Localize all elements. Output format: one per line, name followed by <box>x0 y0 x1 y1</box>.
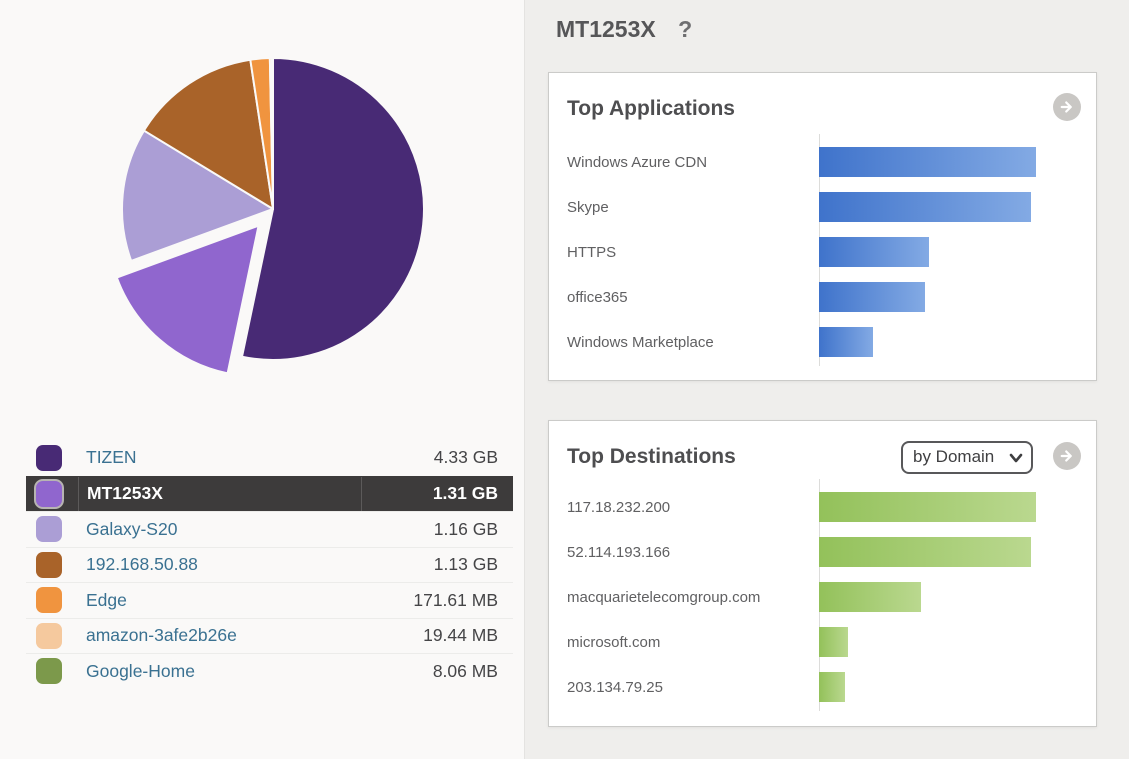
destination-bar-row-microsoft-com: microsoft.com <box>567 627 1078 657</box>
destinations-filter-wrap: by Domain <box>901 441 1033 474</box>
arrow-right-icon <box>1060 101 1072 113</box>
destination-bar-row-macquarietelecomgroup-com: macquarietelecomgroup.com <box>567 582 1078 612</box>
destinations-filter-select[interactable]: by Domain <box>901 441 1033 474</box>
client-traffic-value: 1.16 GB <box>433 518 498 539</box>
destination-bar[interactable] <box>819 492 1036 522</box>
destination-label: 203.134.79.25 <box>567 678 663 696</box>
application-label: Windows Azure CDN <box>567 153 708 171</box>
legend-row-galaxy-s20[interactable]: Galaxy-S20 1.16 GB <box>26 511 513 547</box>
legend-row-tizen[interactable]: TIZEN 4.33 GB <box>26 440 513 476</box>
top-destinations-title: Top Destinations <box>567 445 736 468</box>
help-icon[interactable]: ? <box>678 16 693 42</box>
destination-label: 117.18.232.200 <box>567 498 671 516</box>
pie-slice-mt1253x[interactable] <box>115 224 260 375</box>
legend-color-swatch <box>36 516 62 543</box>
destination-label: microsoft.com <box>567 633 661 651</box>
top-destinations-more-button[interactable] <box>1053 442 1081 470</box>
client-detail-panel: MT1253X ? Top Applications Windows Azure… <box>526 0 1129 759</box>
client-traffic-value: 4.33 GB <box>433 447 498 468</box>
clients-legend-list: TIZEN 4.33 GB MT1253X 1.31 GB Galaxy-S20 1.16… <box>26 440 513 689</box>
legend-color-swatch <box>36 444 62 471</box>
legend-color-swatch <box>36 551 62 578</box>
traffic-overview-panel: TIZEN 4.33 GB MT1253X 1.31 GB Galaxy-S20 1.16… <box>0 0 525 759</box>
legend-row-192-168-50-88[interactable]: 192.168.50.88 1.13 GB <box>26 546 513 583</box>
detail-header: MT1253X ? <box>556 16 692 43</box>
client-name-link[interactable]: amazon-3afe2b26e <box>86 625 237 646</box>
application-bar[interactable] <box>819 327 873 357</box>
destination-label: 52.114.193.166 <box>567 543 671 561</box>
application-bar-row-windows-marketplace: Windows Marketplace <box>567 327 1078 357</box>
top-applications-chart: Windows Azure CDN Skype HTTPS office365 Wind… <box>567 134 1078 372</box>
legend-row-amazon-3afe2b26e[interactable]: amazon-3afe2b26e 19.44 MB <box>26 617 513 654</box>
application-bar-row-office365: office365 <box>567 282 1078 312</box>
client-name-link[interactable]: Galaxy-S20 <box>86 518 178 539</box>
client-name-link[interactable]: Edge <box>86 589 127 610</box>
legend-swatch-cell <box>26 583 78 618</box>
client-name-link[interactable]: MT1253X <box>78 476 361 511</box>
destination-bar[interactable] <box>819 627 849 657</box>
destination-bar-row-52-114-193-166: 52.114.193.166 <box>567 537 1078 567</box>
client-traffic-value: 19.44 MB <box>423 625 498 646</box>
client-traffic-value: 1.13 GB <box>433 554 498 575</box>
client-traffic-value: 8.06 MB <box>432 660 498 681</box>
legend-swatch-cell <box>26 477 78 512</box>
legend-color-swatch <box>36 480 62 507</box>
legend-row-google-home[interactable]: Google-Home 8.06 MB <box>26 653 513 689</box>
legend-swatch-cell <box>26 440 78 476</box>
legend-swatch-cell <box>26 619 78 654</box>
application-bar[interactable] <box>819 192 1031 222</box>
legend-row-mt1253x[interactable]: MT1253X 1.31 GB <box>26 475 513 512</box>
page-title: MT1253X <box>556 16 656 42</box>
legend-swatch-cell <box>26 548 78 583</box>
application-bar-row-https: HTTPS <box>567 237 1078 267</box>
destination-bar-row-117-18-232-200: 117.18.232.200 <box>567 492 1078 522</box>
top-destinations-card: Top Destinations by Domain 117.18.232.20… <box>548 420 1097 727</box>
client-traffic-value: 1.31 GB <box>361 476 513 511</box>
legend-row-edge[interactable]: Edge 171.61 MB <box>26 582 513 618</box>
legend-color-swatch <box>36 658 62 685</box>
application-label: Skype <box>567 198 609 216</box>
client-name-link[interactable]: 192.168.50.88 <box>86 554 198 575</box>
destination-bar[interactable] <box>819 537 1031 567</box>
application-bar[interactable] <box>819 282 925 312</box>
top-destinations-chart: 117.18.232.200 52.114.193.166 macquarietel… <box>567 479 1078 717</box>
pie-slice-192-168-50-88[interactable] <box>142 58 274 210</box>
application-label: office365 <box>567 288 628 306</box>
destination-bar-row-203-134-79-25: 203.134.79.25 <box>567 672 1078 702</box>
client-traffic-value: 171.61 MB <box>413 589 498 610</box>
client-name-link[interactable]: Google-Home <box>86 660 195 681</box>
legend-color-swatch <box>36 622 62 649</box>
application-bar-row-skype: Skype <box>567 192 1078 222</box>
application-bar[interactable] <box>819 237 930 267</box>
destination-bar[interactable] <box>819 672 846 702</box>
pie-slice-galaxy-s20[interactable] <box>121 129 274 262</box>
top-applications-title: Top Applications <box>567 97 735 120</box>
application-bar[interactable] <box>819 147 1036 177</box>
legend-swatch-cell <box>26 654 78 689</box>
pie-slice-tizen[interactable] <box>240 57 425 361</box>
top-applications-more-button[interactable] <box>1053 93 1081 121</box>
legend-color-swatch <box>36 587 62 614</box>
destination-bar[interactable] <box>819 582 921 612</box>
traffic-pie-chart <box>115 57 425 375</box>
destination-label: macquarietelecomgroup.com <box>567 588 761 606</box>
arrow-right-icon <box>1060 450 1072 462</box>
pie-slice-google-home[interactable] <box>271 57 274 210</box>
application-label: HTTPS <box>567 243 617 261</box>
application-bar-row-windows-azure-cdn: Windows Azure CDN <box>567 147 1078 177</box>
top-applications-card: Top Applications Windows Azure CDN Skype H… <box>548 72 1097 381</box>
client-name-link[interactable]: TIZEN <box>86 447 137 468</box>
application-label: Windows Marketplace <box>567 333 714 351</box>
legend-swatch-cell <box>26 512 78 547</box>
